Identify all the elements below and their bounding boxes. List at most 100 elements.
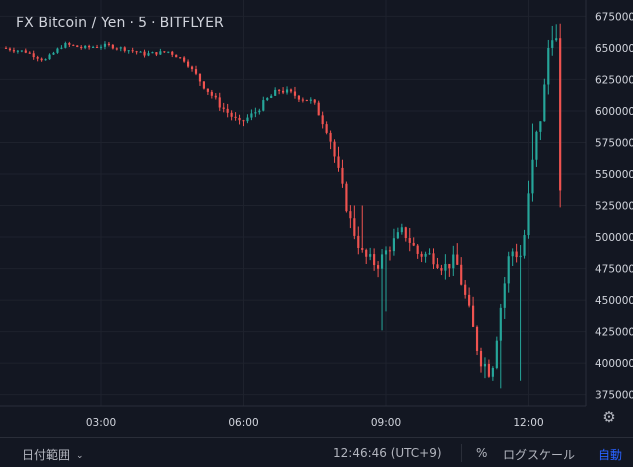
candle-down xyxy=(464,280,467,299)
title-separator: · xyxy=(129,15,135,31)
candle-body xyxy=(297,95,301,100)
candle-body xyxy=(147,53,150,56)
candle-down xyxy=(214,93,217,100)
candle-body xyxy=(376,265,380,269)
candle-body xyxy=(333,141,336,157)
candle-up xyxy=(250,109,253,121)
candle-down xyxy=(448,263,451,277)
candle-body xyxy=(84,45,87,48)
date-range-button[interactable]: 日付範囲 ⌄ xyxy=(22,446,84,463)
time-tick-label: 12:00 xyxy=(513,417,543,429)
candle-down xyxy=(123,46,126,53)
auto-scale-toggle[interactable]: 自動 xyxy=(598,448,623,462)
candle-down xyxy=(186,59,190,68)
candle-up xyxy=(64,41,67,49)
candle-body xyxy=(48,54,51,60)
candle-body xyxy=(44,59,47,61)
price-tick-label: 500000 xyxy=(595,232,633,244)
candle-up xyxy=(543,78,546,122)
candle-up xyxy=(127,49,130,54)
candle-body xyxy=(111,44,114,49)
candle-down xyxy=(107,41,111,47)
candle-down xyxy=(408,228,411,252)
candle-body xyxy=(380,254,384,269)
candle-up xyxy=(547,39,550,95)
candle-body xyxy=(479,350,483,367)
gear-icon[interactable]: ⚙ xyxy=(602,408,616,426)
candle-down xyxy=(468,287,471,308)
candle-down xyxy=(198,73,202,86)
candle-up xyxy=(246,114,249,124)
candle-body xyxy=(539,121,542,132)
candle-body xyxy=(436,264,439,269)
candle-up xyxy=(396,227,399,240)
candle-down xyxy=(171,50,174,58)
candle-down xyxy=(12,47,16,54)
candle-body xyxy=(95,47,99,49)
candle-body xyxy=(301,99,304,101)
candle-body xyxy=(36,57,39,59)
candle-body xyxy=(396,232,399,239)
candle-up xyxy=(262,96,265,112)
candle-body xyxy=(274,89,277,96)
candle-body xyxy=(40,58,43,61)
candle-down xyxy=(333,139,336,163)
candle-down xyxy=(289,88,293,94)
percent-scale-toggle[interactable]: % xyxy=(476,446,488,460)
log-scale-toggle[interactable]: ログスケール xyxy=(503,448,576,462)
candle-body xyxy=(491,368,494,377)
candle-down xyxy=(479,347,483,373)
candle-body xyxy=(341,167,344,184)
candle-down xyxy=(420,251,423,263)
candle-down xyxy=(281,87,285,95)
candle-down xyxy=(337,146,340,172)
candle-down xyxy=(238,114,241,125)
candle-down xyxy=(24,48,27,54)
candle-body xyxy=(400,227,403,233)
candle-up xyxy=(20,50,23,53)
candle-down xyxy=(297,94,301,103)
candle-up xyxy=(159,48,162,55)
candle-body xyxy=(392,238,396,252)
candle-body xyxy=(226,108,229,113)
candle-body xyxy=(499,307,502,341)
candle-body xyxy=(167,51,170,53)
candle-down xyxy=(278,88,281,95)
candle-body xyxy=(408,238,411,243)
candle-body xyxy=(266,97,269,101)
price-axis: 375000 400000 425000 450000 475000 500000 5250… xyxy=(595,11,633,401)
candle-body xyxy=(123,47,126,51)
candle-up xyxy=(84,45,87,50)
candle-body xyxy=(353,218,356,236)
candle-down xyxy=(456,243,459,266)
date-range-label: 日付範囲 xyxy=(22,448,71,462)
candle-body xyxy=(131,50,134,52)
candle-body xyxy=(103,43,107,47)
candle-body xyxy=(171,51,174,55)
candle-body xyxy=(523,235,526,256)
candle-up xyxy=(147,50,150,57)
candle-body xyxy=(12,50,16,52)
candle-down xyxy=(143,49,146,58)
candle-up xyxy=(266,97,269,102)
candle-body xyxy=(281,90,285,93)
candle-down xyxy=(242,119,245,127)
price-chart[interactable]: 375000 400000 425000 450000 475000 500000 5250… xyxy=(0,0,633,437)
candle-body xyxy=(242,120,245,122)
candle-up xyxy=(254,107,257,118)
candle-body xyxy=(412,242,415,246)
candle-up xyxy=(44,58,47,61)
candle-up xyxy=(56,47,59,54)
symbol-name: FX Bitcoin / Yen xyxy=(16,15,126,31)
price-tick-label: 675000 xyxy=(595,11,633,23)
interval-label: 5 xyxy=(138,15,148,31)
chart-title: FX Bitcoin / Yen · 5 · BITFLYER xyxy=(16,15,224,31)
candle-down xyxy=(341,159,344,188)
candle-body xyxy=(515,251,518,258)
candle-body xyxy=(127,50,130,52)
candle-body xyxy=(218,97,221,108)
candle-body xyxy=(456,254,459,265)
candle-up xyxy=(503,276,506,319)
candle-body xyxy=(388,250,392,252)
